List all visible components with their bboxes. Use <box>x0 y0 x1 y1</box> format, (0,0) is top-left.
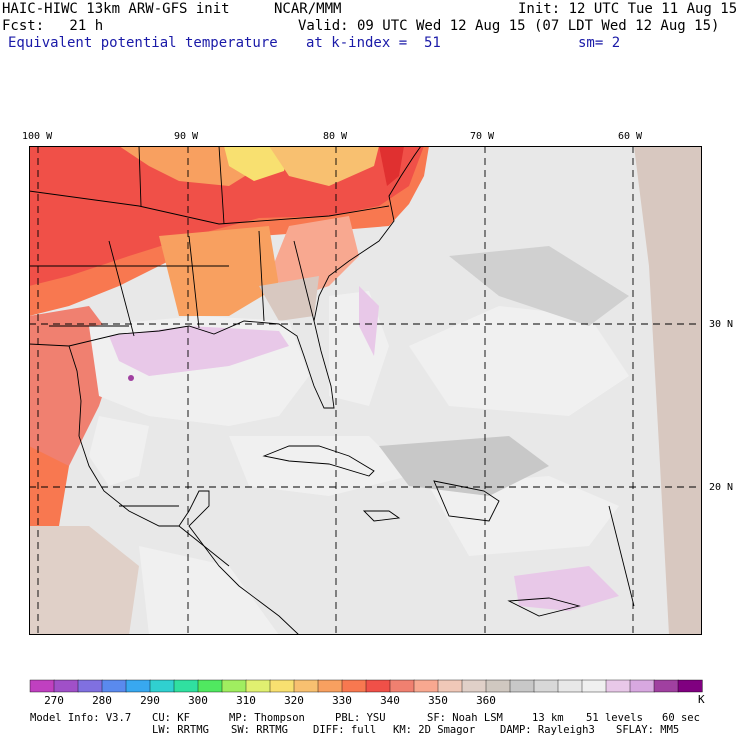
atlantic-theta-e-region <box>29 146 702 635</box>
color-bar-swatch <box>101 679 127 693</box>
gulf-theta-e-region <box>89 286 629 611</box>
color-bar-swatch <box>461 679 487 693</box>
footer-sflay: SFLAY: MM5 <box>616 724 680 736</box>
color-bar-swatch <box>197 679 223 693</box>
color-bar-swatch <box>485 679 511 693</box>
lat-label: 30 N <box>709 319 734 330</box>
color-bar-swatch <box>437 679 463 693</box>
footer-timestep: 60 sec <box>662 712 700 724</box>
color-bar: 270 280 290 300 310 320 330 340 350 360 K <box>29 679 705 707</box>
color-bar-tick-label: 280 <box>92 694 112 707</box>
color-bar-swatch <box>509 679 535 693</box>
footer-cu: CU: KF <box>152 712 190 724</box>
footer-levels: 51 levels <box>586 712 643 724</box>
map-frame <box>29 146 702 635</box>
color-bar-swatch <box>629 679 655 693</box>
org-label: NCAR/MMM <box>274 1 342 17</box>
color-bar-swatch <box>653 679 679 693</box>
coastlines <box>29 146 635 635</box>
lon-label: 60 W <box>618 131 643 142</box>
color-bar-swatch <box>581 679 607 693</box>
color-bar-tick-label: 330 <box>332 694 352 707</box>
color-bar-tick-label: 300 <box>188 694 208 707</box>
color-bar-swatch <box>221 679 247 693</box>
color-bar-swatch <box>677 679 703 693</box>
valid-time: Valid: 09 UTC Wed 12 Aug 15 (07 LDT Wed … <box>298 18 720 34</box>
footer-sw: SW: RRTMG <box>231 724 288 736</box>
warm-theta-e-region <box>29 146 429 536</box>
color-bar-swatch <box>245 679 271 693</box>
lat-label: 20 N <box>709 482 734 493</box>
lon-label: 80 W <box>323 131 348 142</box>
color-bar-tick-label: 340 <box>380 694 400 707</box>
footer-model-info: Model Info: V3.7 <box>30 712 132 724</box>
footer-mp: MP: Thompson <box>229 712 305 724</box>
color-bar-swatch <box>389 679 415 693</box>
footer-sf: SF: Noah LSM <box>427 712 503 724</box>
color-bar-swatch <box>77 679 103 693</box>
lon-label: 70 W <box>470 131 495 142</box>
color-bar-swatch <box>413 679 439 693</box>
latlon-grid <box>29 146 702 635</box>
color-bar-swatch <box>29 679 55 693</box>
color-bar-swatch <box>365 679 391 693</box>
color-bar-swatch <box>53 679 79 693</box>
lon-label: 100 W <box>22 131 53 142</box>
lon-label: 90 W <box>174 131 199 142</box>
forecast-hour: Fcst: 21 h <box>2 18 104 34</box>
color-bar-swatch <box>269 679 295 693</box>
color-bar-swatch <box>317 679 343 693</box>
init-time: Init: 12 UTC Tue 11 Aug 15 <box>518 1 738 17</box>
footer-km: KM: 2D Smagor <box>393 724 476 736</box>
color-bar-swatch <box>341 679 367 693</box>
model-title: HAIC-HIWC 13km ARW-GFS init <box>2 1 230 17</box>
color-bar-swatch <box>125 679 151 693</box>
smoothing-info: sm= 2 <box>578 35 621 51</box>
color-bar-tick-label: 360 <box>476 694 496 707</box>
color-bar-tick-label: 310 <box>236 694 256 707</box>
footer-resolution: 13 km <box>532 712 564 724</box>
color-bar-swatch <box>149 679 175 693</box>
color-bar-tick-label: 350 <box>428 694 448 707</box>
footer-pbl: PBL: YSU <box>335 712 386 724</box>
color-bar-swatch <box>605 679 631 693</box>
color-bar-swatch <box>293 679 319 693</box>
map-plot <box>29 146 702 635</box>
color-bar-swatch <box>557 679 583 693</box>
color-bar-swatch <box>173 679 199 693</box>
footer-diff: DIFF: full <box>313 724 377 736</box>
color-bar-tick-label: 320 <box>284 694 304 707</box>
unit-label: K <box>698 693 705 706</box>
footer-damp: DAMP: Rayleigh3 <box>500 724 595 736</box>
color-bar-swatch <box>533 679 559 693</box>
color-bar-tick-label: 290 <box>140 694 160 707</box>
level-info: at k-index = 51 <box>306 35 441 51</box>
field-name: Equivalent potential temperature <box>8 35 278 51</box>
footer-lw: LW: RRTMG <box>152 724 209 736</box>
color-bar-tick-label: 270 <box>44 694 64 707</box>
